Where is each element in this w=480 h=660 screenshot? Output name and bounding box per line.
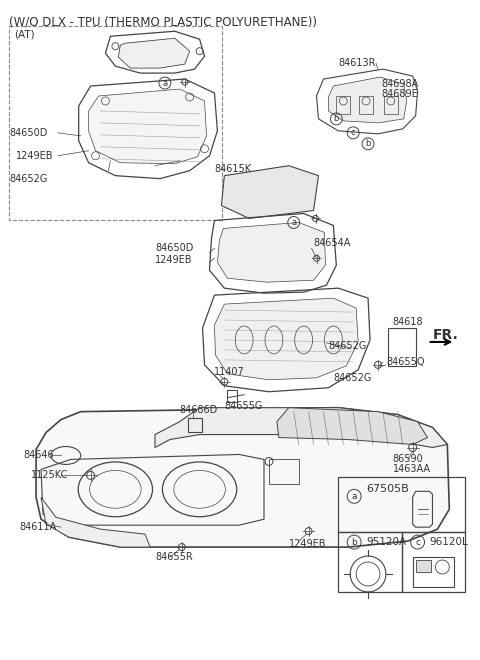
Polygon shape [155,408,447,447]
Text: c: c [415,538,420,546]
Text: 84652G: 84652G [334,373,372,383]
Text: 84652G: 84652G [9,174,48,183]
Text: 86590: 86590 [393,455,423,465]
Text: 84615K: 84615K [215,164,252,174]
Text: 67505B: 67505B [366,484,409,494]
Bar [384,96,398,114]
Text: a: a [291,218,296,227]
Text: 84655Q: 84655Q [386,357,424,367]
Bar [416,560,432,572]
Text: 84655R: 84655R [155,552,193,562]
Bar [269,459,299,484]
Text: FR.: FR. [432,328,458,342]
Text: a: a [351,492,357,501]
Text: a: a [162,79,168,88]
Text: 84686D: 84686D [180,405,218,414]
Text: b: b [334,114,339,123]
Bar [9,26,222,220]
Polygon shape [217,222,325,282]
Polygon shape [41,497,150,547]
Text: (AT): (AT) [14,29,35,39]
Text: 11407: 11407 [215,367,245,377]
Polygon shape [221,166,319,218]
Text: 84611A: 84611A [19,522,57,532]
Text: 96120L: 96120L [430,537,468,547]
Bar [338,532,402,592]
Bar [338,477,465,532]
Bar [359,96,373,114]
Polygon shape [277,408,428,445]
Text: 1125KC: 1125KC [31,471,69,480]
Bar [402,532,465,592]
Text: 1249EB: 1249EB [155,255,192,265]
Bar [336,96,350,114]
Bar [413,557,454,587]
Polygon shape [89,89,206,164]
Text: 84652G: 84652G [328,341,367,351]
Polygon shape [328,77,407,123]
Text: 84613R: 84613R [338,58,376,68]
Text: 1463AA: 1463AA [393,465,431,475]
Polygon shape [36,408,449,547]
Text: 84650D: 84650D [9,128,48,138]
Text: 84650D: 84650D [155,244,193,253]
Text: 84655G: 84655G [224,401,263,411]
Text: b: b [365,139,371,148]
Text: 84689E: 84689E [381,89,418,99]
Text: 84654A: 84654A [313,238,351,248]
Text: 84698A: 84698A [381,79,418,89]
Text: 1249EB: 1249EB [16,150,54,161]
Text: 84646: 84646 [23,451,54,461]
Text: 95120A: 95120A [366,537,406,547]
Text: b: b [351,538,357,546]
Polygon shape [215,298,358,379]
Text: 84618: 84618 [393,317,423,327]
Bar [188,418,202,432]
Bar [388,328,416,366]
Text: 1249EB: 1249EB [289,539,326,549]
Polygon shape [119,38,190,68]
Text: (W/O DLX - TPU (THERMO PLASTIC POLYURETHANE)): (W/O DLX - TPU (THERMO PLASTIC POLYURETH… [9,15,317,28]
Text: c: c [351,128,356,137]
Bar [228,390,237,402]
